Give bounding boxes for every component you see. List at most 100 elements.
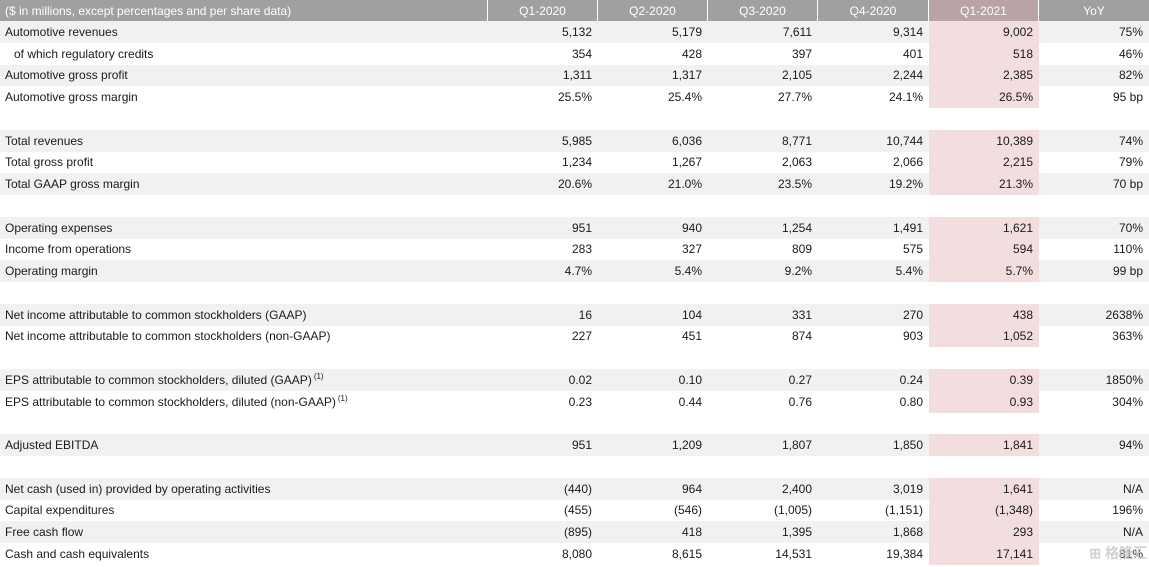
cell-value: 964 <box>598 477 708 500</box>
cell-value: 10,744 <box>818 129 929 152</box>
cell-value: 354 <box>488 42 598 65</box>
cell-value: 951 <box>488 216 598 239</box>
row-label-text: Net income attributable to common stockh… <box>5 329 331 344</box>
cell-value: 401 <box>818 42 929 65</box>
cell-value: 874 <box>708 325 818 348</box>
spacer-cell <box>598 282 708 304</box>
spacer-cell <box>1039 108 1149 130</box>
table-row: EPS attributable to common stockholders,… <box>0 390 1149 413</box>
table-row: Operating margin 4.7% 5.4% 9.2% 5.4% 5.7% 99 b… <box>0 260 1149 282</box>
cell-value: 8,080 <box>488 543 598 565</box>
row-label-text: Operating expenses <box>5 220 113 235</box>
table-row: Net cash (used in) provided by operating… <box>0 477 1149 500</box>
row-label: Total GAAP gross margin <box>0 173 488 195</box>
table-row: Income from operations 283 327 809 575 594 110… <box>0 238 1149 261</box>
cell-value: 104 <box>598 303 708 326</box>
cell-value: 0.02 <box>488 369 598 391</box>
cell-value: (895) <box>488 521 598 543</box>
row-label: Automotive revenues <box>0 21 488 43</box>
cell-value: 5.4% <box>818 260 929 282</box>
spacer-cell <box>708 347 818 369</box>
spacer-cell <box>708 412 818 435</box>
table-row: Total revenues 5,985 6,036 8,771 10,744 10,38… <box>0 129 1149 152</box>
table-row: Adjusted EBITDA 951 1,209 1,807 1,850 1,841 94… <box>0 434 1149 456</box>
spacer-row <box>0 108 1149 130</box>
spacer-cell <box>0 195 488 217</box>
spacer-cell <box>929 456 1039 478</box>
spacer-cell <box>0 412 488 435</box>
spacer-cell <box>0 108 488 130</box>
spacer-cell <box>1039 412 1149 435</box>
spacer-cell <box>488 108 598 130</box>
table-row: Automotive gross margin 25.5% 25.4% 27.7% 24… <box>0 86 1149 108</box>
spacer-cell <box>488 347 598 369</box>
spacer-cell <box>818 412 929 435</box>
cell-value: 4.7% <box>488 260 598 282</box>
cell-value: 1,052 <box>929 325 1039 348</box>
cell-value: 0.10 <box>598 369 708 391</box>
cell-value: 16 <box>488 303 598 326</box>
row-label-text: Total GAAP gross margin <box>5 177 140 192</box>
cell-value: 0.39 <box>929 369 1039 391</box>
cell-value: 2,063 <box>708 151 818 174</box>
cell-value: 9,002 <box>929 21 1039 43</box>
cell-value: 304% <box>1039 390 1149 413</box>
cell-value: 7,611 <box>708 21 818 43</box>
cell-value: (546) <box>598 499 708 522</box>
spacer-row <box>0 282 1149 304</box>
row-label: Net cash (used in) provided by operating… <box>0 477 488 500</box>
cell-value: 940 <box>598 216 708 239</box>
row-label: Operating expenses <box>0 216 488 239</box>
row-label: Net income attributable to common stockh… <box>0 303 488 326</box>
cell-value: 283 <box>488 238 598 261</box>
cell-value: 363% <box>1039 325 1149 348</box>
row-label-text: Adjusted EBITDA <box>5 438 99 453</box>
cell-value: 81% <box>1039 543 1149 565</box>
cell-value: 5,985 <box>488 129 598 152</box>
cell-value: 20.6% <box>488 173 598 195</box>
spacer-cell <box>598 456 708 478</box>
cell-value: 19.2% <box>818 173 929 195</box>
cell-value: 27.7% <box>708 86 818 108</box>
row-label: EPS attributable to common stockholders,… <box>0 369 488 391</box>
cell-value: 24.1% <box>818 86 929 108</box>
spacer-row <box>0 195 1149 217</box>
footnote-marker: (1) <box>313 371 324 381</box>
cell-value: 1,841 <box>929 434 1039 456</box>
cell-value: 196% <box>1039 499 1149 522</box>
cell-value: 25.4% <box>598 86 708 108</box>
cell-value: 0.23 <box>488 390 598 413</box>
cell-value: (440) <box>488 477 598 500</box>
spacer-cell <box>488 412 598 435</box>
cell-value: 1,311 <box>488 64 598 87</box>
spacer-cell <box>0 282 488 304</box>
cell-value: 23.5% <box>708 173 818 195</box>
cell-value: 17,141 <box>929 543 1039 565</box>
cell-value: 5.4% <box>598 260 708 282</box>
cell-value: 1,807 <box>708 434 818 456</box>
cell-value: 70% <box>1039 216 1149 239</box>
cell-value: 8,771 <box>708 129 818 152</box>
cell-value: 110% <box>1039 238 1149 261</box>
table-row: Cash and cash equivalents 8,080 8,615 14,53… <box>0 543 1149 565</box>
cell-value: 9.2% <box>708 260 818 282</box>
cell-value: 70 bp <box>1039 173 1149 195</box>
cell-value: 19,384 <box>818 543 929 565</box>
spacer-cell <box>818 195 929 217</box>
row-label-text: Net income attributable to common stockh… <box>5 307 307 322</box>
spacer-cell <box>818 282 929 304</box>
cell-value: 2,215 <box>929 151 1039 174</box>
cell-value: (1,348) <box>929 499 1039 522</box>
row-label: Automotive gross profit <box>0 64 488 87</box>
table-row: Automotive revenues 5,132 5,179 7,611 9,314 9… <box>0 21 1149 43</box>
header-q4-2020: Q4-2020 <box>818 0 929 21</box>
cell-value: 14,531 <box>708 543 818 565</box>
row-label-text: Net cash (used in) provided by operating… <box>5 481 271 496</box>
cell-value: 94% <box>1039 434 1149 456</box>
watermark-logo-icon: ⊞ 格隆汇 <box>1089 545 1147 561</box>
cell-value: 575 <box>818 238 929 261</box>
row-label-text: Automotive revenues <box>5 24 118 39</box>
spacer-cell <box>929 347 1039 369</box>
cell-value: 0.76 <box>708 390 818 413</box>
cell-value: 327 <box>598 238 708 261</box>
